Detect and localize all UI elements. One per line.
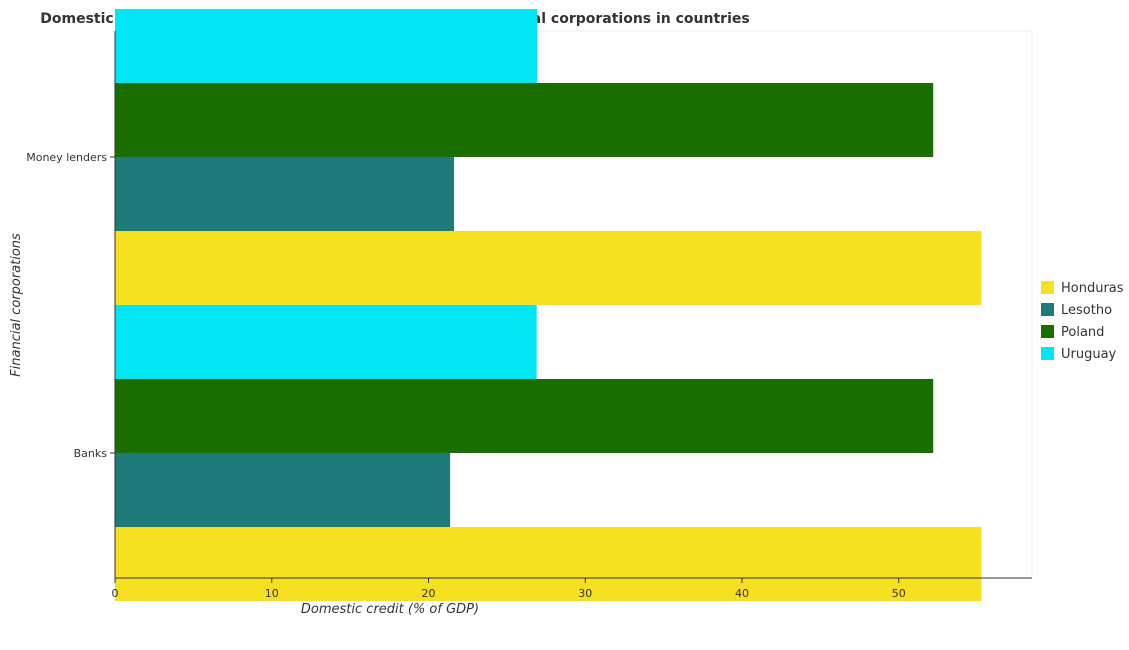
bar-money-lenders-uruguay [115, 9, 538, 83]
bar-money-lenders-lesotho [115, 157, 455, 231]
bar-banks-poland [115, 379, 934, 453]
legend-swatch-poland [1041, 325, 1054, 338]
legend-label-uruguay: Uruguay [1061, 347, 1117, 362]
legend-label-poland: Poland [1061, 325, 1104, 340]
x-tick-label: 0 [112, 587, 119, 600]
bar-money-lenders-poland [115, 83, 934, 157]
bar-banks-honduras [115, 527, 982, 601]
y-tick-label: Banks [74, 447, 108, 460]
legend-swatch-lesotho [1041, 303, 1054, 316]
legend-label-honduras: Honduras [1061, 281, 1124, 296]
x-axis-label: Domestic credit (% of GDP) [301, 602, 479, 617]
x-tick-label: 50 [892, 587, 906, 600]
bar-banks-lesotho [115, 453, 451, 527]
legend-swatch-honduras [1041, 281, 1054, 294]
x-tick-label: 40 [735, 587, 749, 600]
bar-banks-uruguay [115, 305, 537, 379]
legend-swatch-uruguay [1041, 347, 1054, 360]
legend-label-lesotho: Lesotho [1061, 303, 1112, 318]
x-tick-label: 20 [422, 587, 436, 600]
y-ticks: Banks Money lenders [26, 151, 115, 460]
x-tick-label: 10 [265, 587, 279, 600]
x-ticks: 0 10 20 30 40 50 [112, 578, 906, 600]
y-tick-label: Money lenders [26, 151, 107, 164]
x-tick-label: 30 [578, 587, 592, 600]
bar-money-lenders-honduras [115, 231, 982, 305]
y-axis-label: Financial corporations [9, 233, 24, 377]
bars [115, 9, 982, 601]
legend: Honduras Lesotho Poland Uruguay [1041, 281, 1124, 362]
